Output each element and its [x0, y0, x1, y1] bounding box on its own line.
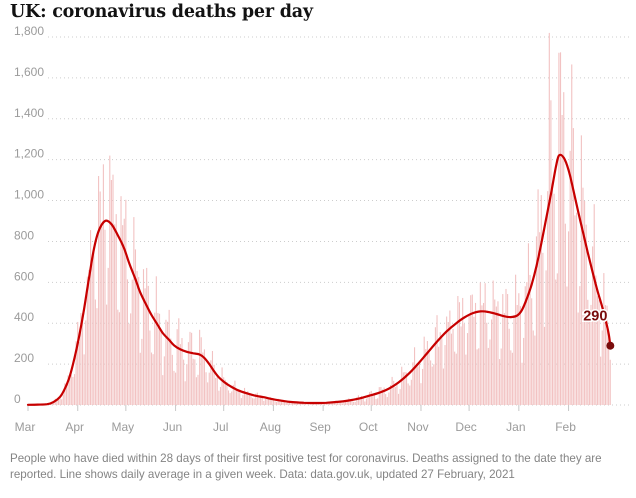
y-tick-label: 200	[14, 351, 34, 365]
chart-title: UK: coronavirus deaths per day	[10, 2, 313, 22]
x-tick-label: Aug	[260, 420, 281, 434]
x-tick-label: Mar	[15, 420, 36, 434]
y-tick-label: 1,600	[14, 65, 44, 79]
y-tick-label: 1,200	[14, 147, 44, 161]
x-tick-label: Jan	[506, 420, 525, 434]
x-tick-label: Jul	[213, 420, 228, 434]
x-tick-label: May	[112, 420, 135, 434]
y-tick-label: 0	[14, 392, 21, 406]
y-tick-label: 1,800	[14, 24, 44, 38]
x-tick-label: Jun	[163, 420, 182, 434]
latest-value-label: 290	[583, 309, 607, 325]
chart-footnote: People who have died within 28 days of t…	[10, 452, 602, 482]
x-tick-label: Sep	[309, 420, 331, 434]
x-tick-label: Feb	[555, 420, 576, 434]
y-tick-label: 800	[14, 228, 34, 242]
x-axis: Mar Apr May Jun Jul Aug Sep Oct Nov Dec Jan Feb	[15, 405, 576, 434]
x-tick-label: Dec	[455, 420, 476, 434]
deaths-chart: 0 200 400 600 800 1,000 1,200 1,400 1,600 1,800 Ma…	[14, 24, 630, 434]
y-tick-label: 600	[14, 269, 34, 283]
x-tick-label: Oct	[359, 420, 378, 434]
x-tick-label: Apr	[65, 420, 84, 434]
x-tick-label: Nov	[407, 420, 428, 434]
average-line	[26, 153, 612, 406]
latest-value-dot	[606, 341, 615, 350]
daily-bars	[27, 32, 611, 406]
y-axis-labels: 0 200 400 600 800 1,000 1,200 1,400 1,600 1,800	[14, 24, 44, 406]
y-tick-label: 1,400	[14, 106, 44, 120]
y-tick-label: 1,000	[14, 188, 44, 202]
y-tick-label: 400	[14, 310, 34, 324]
